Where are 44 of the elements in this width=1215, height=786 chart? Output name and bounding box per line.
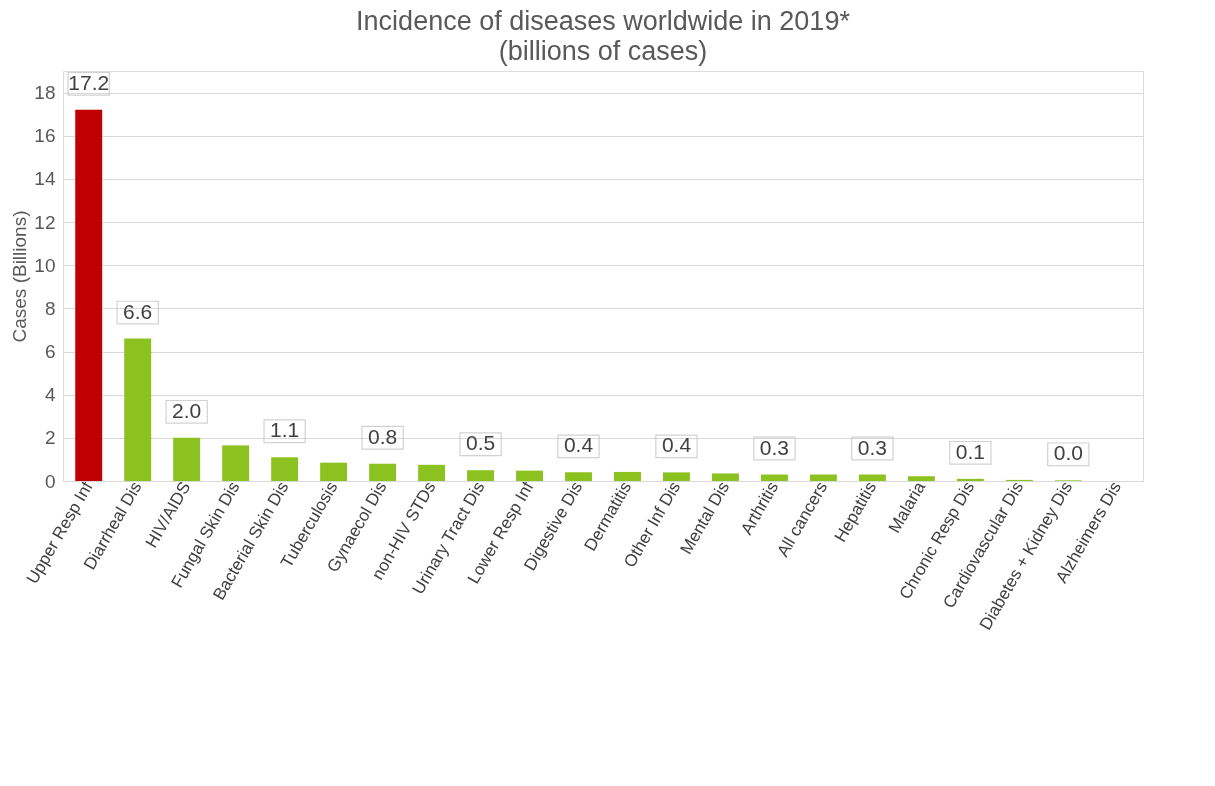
bar [956, 478, 984, 481]
y-tick-label: 0 [44, 470, 56, 492]
bar [809, 474, 837, 481]
y-tick-label: 16 [34, 125, 56, 147]
y-tick-label: 2 [44, 427, 56, 449]
data-label: 0.5 [465, 431, 496, 455]
bar [173, 437, 201, 481]
bar [369, 463, 397, 481]
data-label: 0.4 [563, 433, 594, 457]
bar [907, 476, 935, 481]
chart-title: Incidence of diseases worldwide in 2019* [356, 6, 851, 37]
y-tick-label: 18 [34, 82, 56, 104]
data-label: 0.0 [1053, 441, 1083, 465]
bar [858, 474, 886, 481]
y-tick-label: 10 [34, 254, 56, 276]
y-tick-label: 8 [44, 297, 56, 319]
bar [467, 470, 495, 481]
y-tick-label: 4 [44, 384, 56, 406]
bar [271, 457, 299, 481]
data-label: 2.0 [172, 398, 202, 422]
bar [760, 474, 788, 481]
bar [711, 473, 739, 481]
bar [663, 472, 690, 481]
bar [418, 464, 446, 481]
data-label: 0.3 [759, 435, 790, 459]
data-label: 0.3 [857, 435, 887, 459]
y-axis-title: Cases (Billions) [9, 210, 31, 343]
y-tick-label: 12 [34, 211, 56, 233]
data-label: 0.1 [955, 439, 985, 463]
bar [222, 445, 250, 481]
data-label: 0.8 [367, 424, 398, 448]
bar [320, 462, 348, 481]
chart-subtitle: (billions of cases) [498, 36, 708, 67]
bar [565, 472, 592, 481]
data-label: 6.6 [123, 299, 153, 323]
bar [75, 109, 103, 481]
bar [516, 470, 543, 481]
bar [614, 471, 641, 481]
data-label: 1.1 [270, 418, 300, 442]
y-tick-label: 6 [44, 341, 56, 363]
bar [124, 338, 152, 481]
data-label: 17.2 [68, 70, 110, 94]
data-label: 0.4 [661, 433, 692, 457]
y-tick-label: 14 [34, 168, 56, 190]
